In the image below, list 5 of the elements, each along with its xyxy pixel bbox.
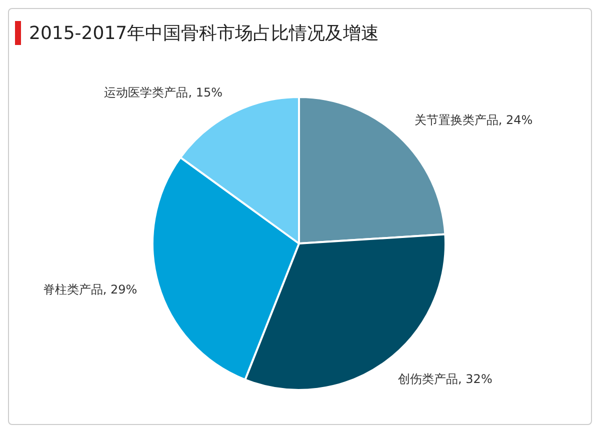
chart-title: 2015-2017年中国骨科市场占比情况及增速 [29,22,380,45]
slice-label: 关节置换类产品, 24% [414,112,533,127]
slice-label: 脊柱类产品, 29% [42,282,138,297]
slice-label: 创伤类产品, 32% [398,372,492,386]
slice-label: 运动医学类产品, 15% [104,85,223,100]
